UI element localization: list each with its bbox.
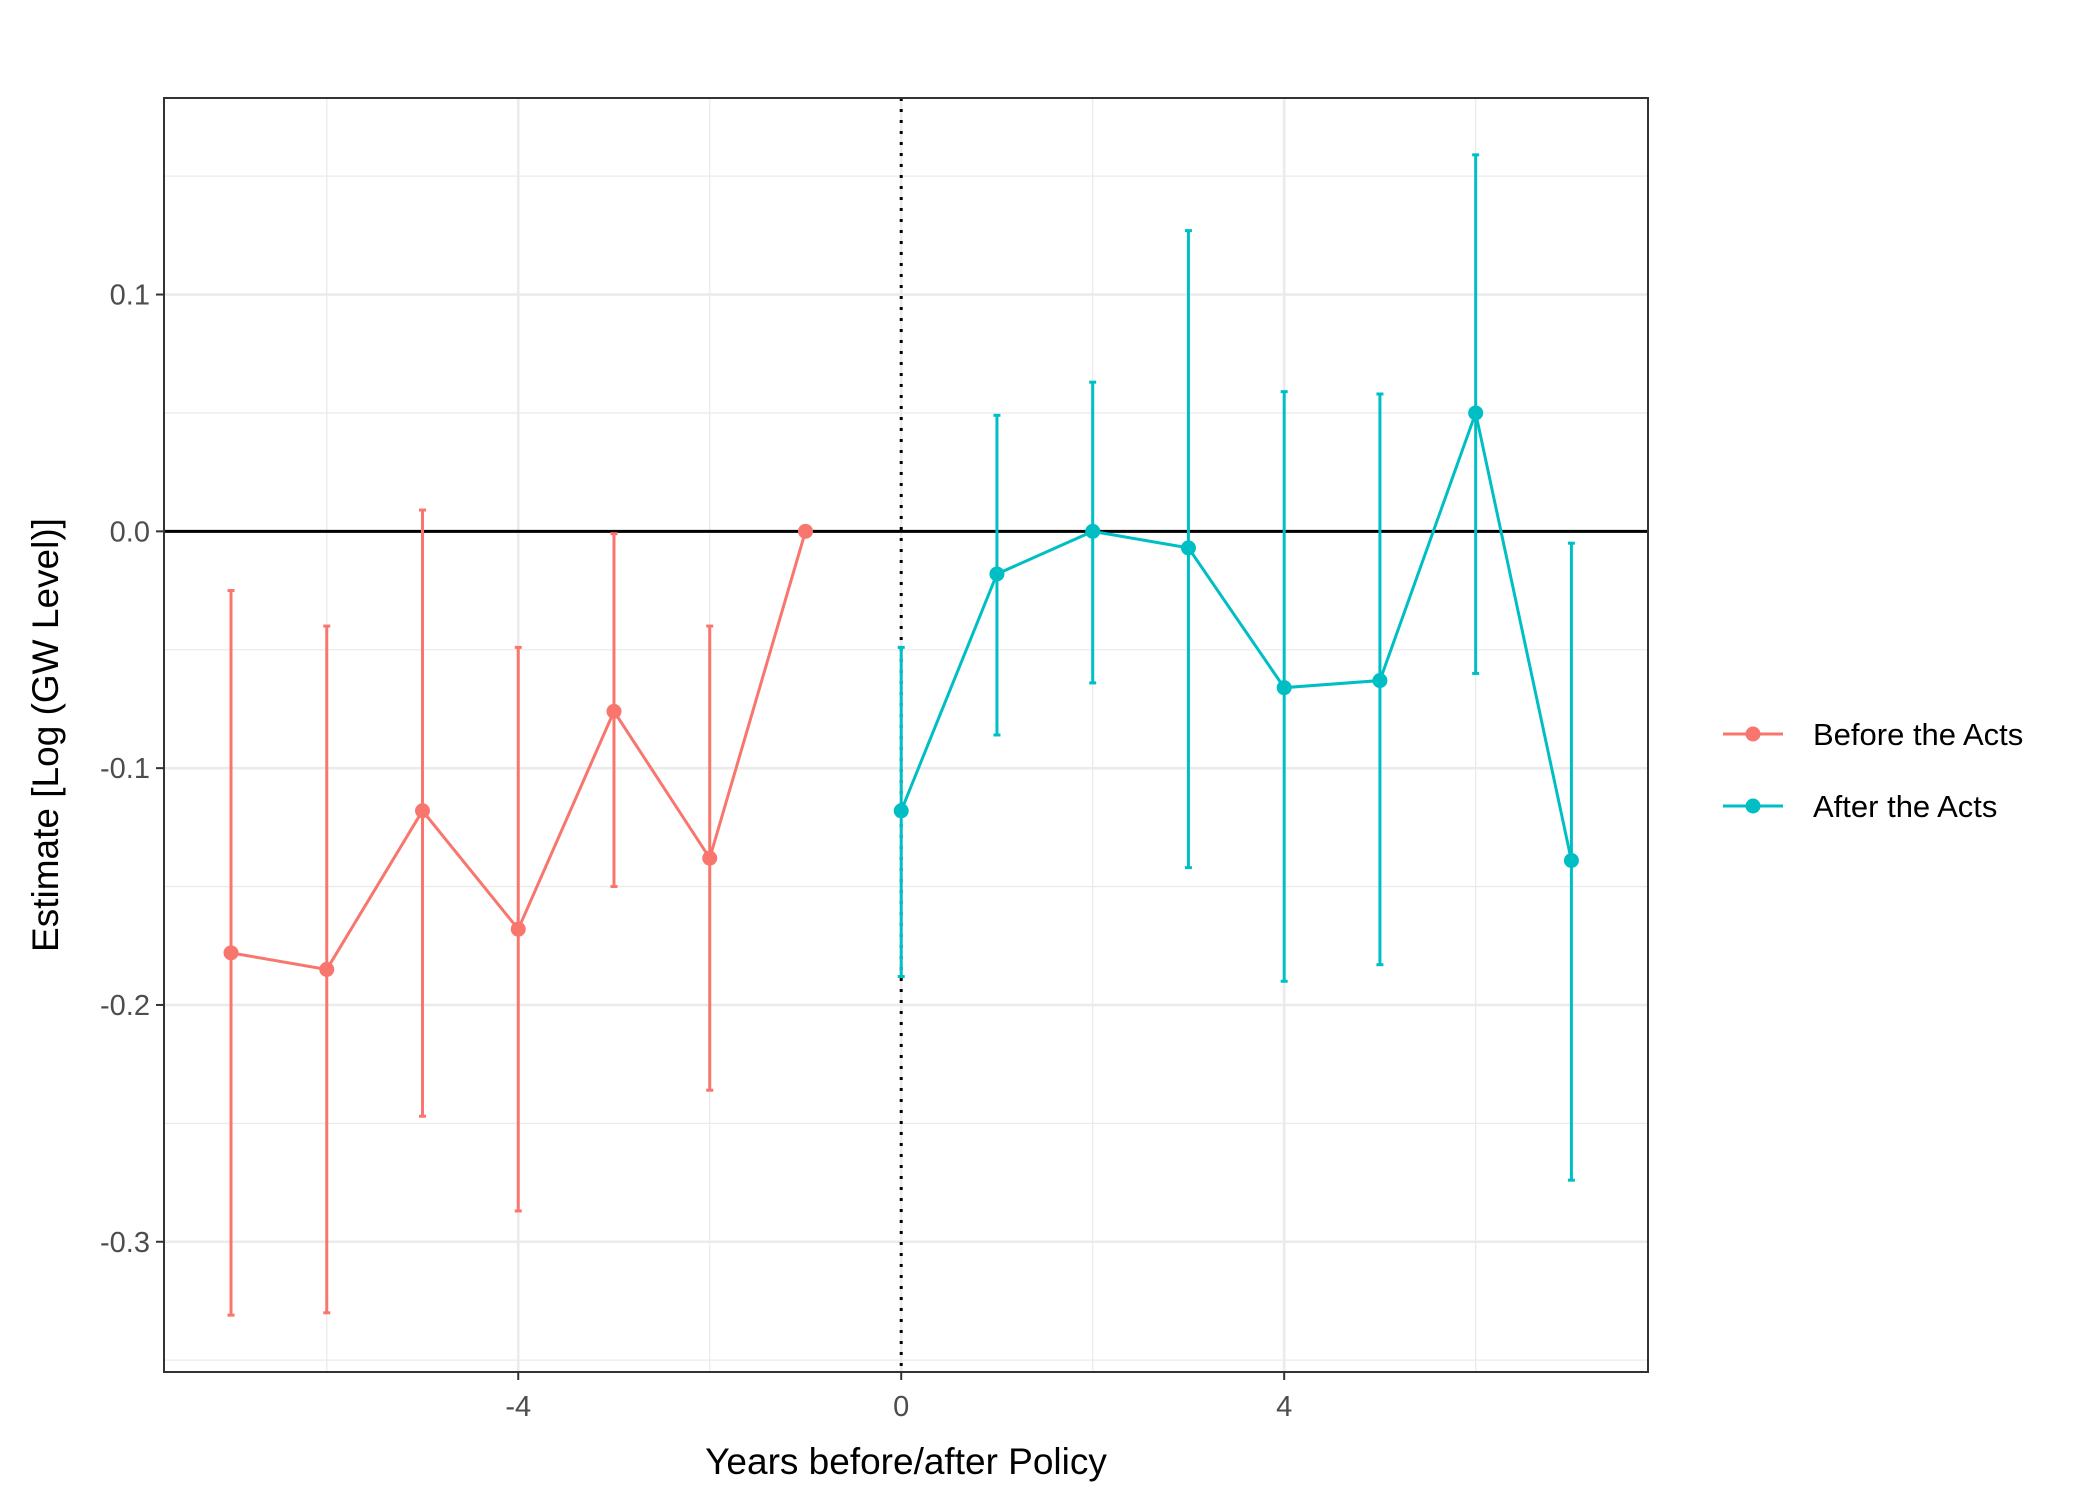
data-point [606, 703, 622, 719]
data-point [1085, 523, 1101, 539]
legend-key-point [1745, 726, 1761, 742]
data-point [1276, 680, 1292, 696]
data-point [510, 921, 526, 937]
y-tick-label: -0.2 [100, 990, 150, 1022]
plot-panel [164, 98, 1648, 1372]
y-tick-label: 0.0 [110, 516, 150, 548]
series-group [893, 153, 1579, 1182]
x-tick-label: 0 [893, 1391, 909, 1423]
x-tick-label: 4 [1276, 1391, 1292, 1423]
legend-label: After the Acts [1813, 789, 1997, 824]
y-tick-label: 0.1 [110, 280, 150, 312]
data-point [1468, 405, 1484, 421]
y-axis-label: Estimate [Log (GW Level)] [25, 518, 66, 952]
reference-lines [164, 98, 1648, 1372]
y-tick-label: -0.3 [100, 1227, 150, 1259]
series-group [223, 508, 813, 1317]
data-point [1372, 673, 1388, 689]
data-point [1563, 853, 1579, 869]
plot-border [163, 97, 1649, 1373]
legend-key-point [1745, 798, 1761, 814]
axes: -4 0 4 0.1 0.0 -0.1 -0.2 -0.3 [100, 280, 1292, 1423]
x-tick-label: -4 [505, 1391, 531, 1423]
data-point [893, 803, 909, 819]
data-point [702, 850, 718, 866]
data-point [415, 803, 431, 819]
data-point [319, 961, 335, 977]
legend-label: Before the Acts [1813, 717, 2023, 752]
series-line [899, 407, 1573, 861]
legend: Before the Acts After the Acts [1723, 717, 2023, 824]
data-point [797, 523, 813, 539]
data-point [223, 945, 239, 961]
grid [164, 98, 1648, 1372]
data-point [1180, 540, 1196, 556]
series-layer [223, 153, 1579, 1317]
x-axis-label: Years before/after Policy [705, 1441, 1107, 1482]
y-tick-label: -0.1 [100, 753, 150, 785]
legend-item: After the Acts [1723, 789, 1997, 824]
legend-item: Before the Acts [1723, 717, 2023, 752]
data-point [989, 566, 1005, 582]
